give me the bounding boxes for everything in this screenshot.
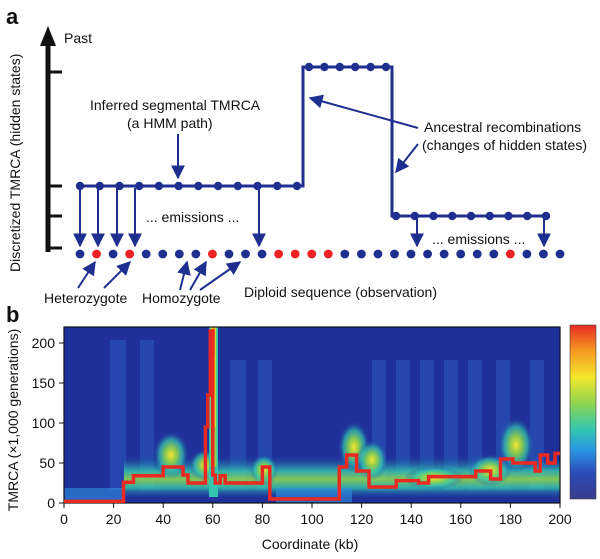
x-axis: 0 20 40 60 80 100 120 140 160 180 200 <box>60 503 572 527</box>
heterozygote-site <box>92 249 101 259</box>
past-arrowhead <box>40 26 56 46</box>
hidden-state-dot <box>304 62 314 72</box>
hidden-state-dot <box>292 181 302 191</box>
homozygote-label: Homozygote <box>142 290 221 306</box>
homozygote-site <box>141 249 151 259</box>
observation-arrows <box>77 260 242 291</box>
homozygote-site <box>390 249 399 259</box>
diploid-label: Diploid sequence (observation) <box>244 284 437 300</box>
hidden-state-dot <box>485 211 494 221</box>
hidden-state-dot <box>253 181 262 191</box>
heterozygote-site <box>274 249 284 259</box>
homozygote-site <box>472 249 482 259</box>
recomb-arrow-1 <box>308 94 419 129</box>
panel-a-label: a <box>6 4 19 29</box>
hidden-state-dot <box>504 211 513 221</box>
homozygote-site <box>555 249 565 259</box>
hidden-state-dot <box>75 181 85 191</box>
hidden-state-dot <box>134 181 144 191</box>
x-tick-label: 120 <box>350 511 374 527</box>
recomb-label-line1: Ancestral recombinations <box>424 119 581 135</box>
homozygote-site <box>174 249 184 259</box>
x-tick-label: 20 <box>106 511 122 527</box>
homozygote-site <box>340 249 350 259</box>
y-tick-label: 100 <box>32 415 56 431</box>
homozygote-site <box>257 249 267 259</box>
hidden-state-dot <box>523 211 532 221</box>
heterozygote-label: Heterozygote <box>44 290 127 306</box>
recomb-label-line2: (changes of hidden states) <box>422 137 587 153</box>
panel-a-y-label: Discretized TMRCA (hidden states) <box>7 54 23 272</box>
heterozygote-site <box>323 249 333 259</box>
hidden-state-dot <box>174 181 183 191</box>
y-tick-label: 200 <box>32 335 56 351</box>
homozygote-site <box>539 249 548 259</box>
heterozygote-site <box>505 249 515 259</box>
hmm-label-line1: Inferred segmental TMRCA <box>90 97 261 113</box>
homozygote-site <box>108 249 118 259</box>
hidden-state-dot <box>466 211 476 221</box>
heterozygote-site <box>208 249 217 259</box>
x-axis-label: Coordinate (kb) <box>262 536 359 552</box>
diploid-sequence <box>75 249 565 259</box>
homozygote-site <box>75 249 85 259</box>
x-tick-label: 180 <box>499 511 523 527</box>
hidden-state-dot <box>320 62 329 72</box>
hidden-state-dot <box>335 62 344 72</box>
x-tick-label: 160 <box>449 511 473 527</box>
homozygote-site <box>423 249 432 259</box>
x-tick-label: 80 <box>255 511 271 527</box>
homozygote-site <box>406 249 416 259</box>
x-tick-label: 100 <box>300 511 324 527</box>
homozygote-site <box>489 249 499 259</box>
hidden-state-dot <box>273 181 282 191</box>
inferred-tmrca-path <box>64 329 560 503</box>
hidden-state-dot <box>381 62 391 72</box>
hmm-label-line2: (a HMM path) <box>127 115 213 131</box>
hidden-state-dot <box>429 211 438 221</box>
y-axis: 0 50 100 150 200 <box>32 335 64 511</box>
emissions-right-label: ... emissions ... <box>432 231 525 247</box>
heterozygote-site <box>125 249 135 259</box>
hidden-state-dot <box>95 181 104 191</box>
hidden-state-dot <box>391 211 401 221</box>
homozygote-site <box>191 249 201 259</box>
heterozygote-site <box>307 249 317 259</box>
homozygote-site <box>158 249 168 259</box>
heterozygote-site <box>290 249 300 259</box>
hidden-state-dot <box>233 181 243 191</box>
homozygote-site <box>373 249 383 259</box>
hidden-state-dot <box>154 181 164 191</box>
panel-b-label: b <box>6 302 19 327</box>
homozygote-site <box>241 249 250 259</box>
recomb-arrow-2 <box>395 143 419 174</box>
hidden-state-dot <box>351 62 360 72</box>
x-tick-label: 60 <box>205 511 221 527</box>
homozygote-site <box>356 249 366 259</box>
emissions-left-label: ... emissions ... <box>146 209 239 225</box>
x-tick-label: 0 <box>60 511 68 527</box>
hidden-state-dot <box>194 181 203 191</box>
hidden-state-dot <box>366 62 375 72</box>
y-tick-label: 0 <box>47 495 55 511</box>
y-axis-label: TMRCA (×1,000 generations) <box>5 329 21 511</box>
past-label: Past <box>64 30 92 46</box>
emission-arrows-left <box>73 188 551 248</box>
x-tick-label: 200 <box>548 511 572 527</box>
y-tick-label: 50 <box>39 455 55 471</box>
homozygote-site <box>224 249 234 259</box>
hidden-state-dot <box>213 181 223 191</box>
colorbar <box>569 324 597 500</box>
y-tick-label: 150 <box>32 375 56 391</box>
homozygote-site <box>522 249 532 259</box>
hidden-state-dot <box>448 211 457 221</box>
homozygote-site <box>439 249 449 259</box>
homozygote-site <box>456 249 466 259</box>
x-tick-label: 40 <box>155 511 171 527</box>
x-tick-label: 140 <box>400 511 424 527</box>
